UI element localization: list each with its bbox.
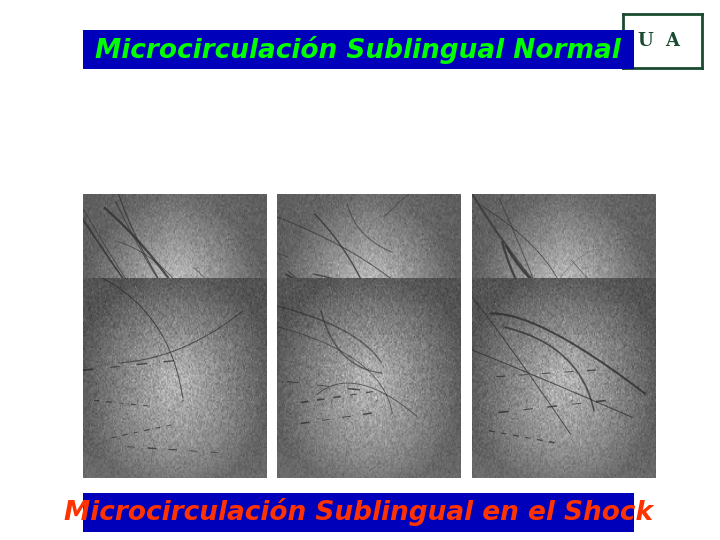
Text: Microcirculación Sublingual Normal: Microcirculación Sublingual Normal [95, 36, 621, 64]
Text: Microcirculación Sublingual en el Shock: Microcirculación Sublingual en el Shock [63, 498, 653, 526]
Bar [83, 493, 634, 532]
Bar [83, 30, 634, 69]
